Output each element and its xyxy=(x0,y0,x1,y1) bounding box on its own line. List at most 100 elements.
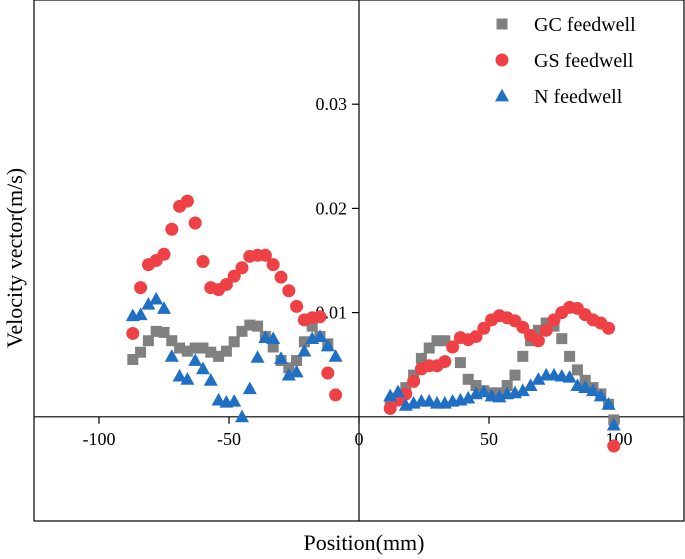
data-point xyxy=(454,357,466,369)
data-point xyxy=(423,342,435,354)
data-point xyxy=(228,336,240,348)
data-point xyxy=(601,397,616,410)
data-point xyxy=(531,334,545,348)
data-point xyxy=(297,343,312,357)
data-point xyxy=(220,345,232,357)
y-tick-label: 0.02 xyxy=(316,198,348,218)
data-point xyxy=(188,216,202,230)
data-point xyxy=(607,439,621,453)
data-point xyxy=(244,319,256,331)
data-point xyxy=(180,194,194,208)
data-point xyxy=(539,323,553,337)
data-point xyxy=(236,325,248,337)
data-point xyxy=(469,330,483,344)
data-point xyxy=(172,368,187,382)
series-2 xyxy=(125,291,621,431)
data-point xyxy=(197,342,209,354)
legend: GC feedwell GS feedwell N feedwell xyxy=(495,14,636,108)
data-point xyxy=(564,350,576,362)
data-point xyxy=(556,333,568,345)
data-point xyxy=(134,281,148,295)
data-point xyxy=(446,340,460,354)
x-tick-label: -50 xyxy=(217,429,241,449)
data-point xyxy=(462,373,474,385)
data-point xyxy=(461,390,476,404)
data-point xyxy=(211,392,226,406)
data-point xyxy=(313,329,327,342)
data-point xyxy=(235,409,249,423)
legend-label: GC feedwell xyxy=(534,14,636,36)
data-point xyxy=(570,378,585,391)
data-point xyxy=(266,258,280,272)
data-point xyxy=(258,248,272,262)
data-point xyxy=(290,299,304,313)
data-point xyxy=(562,370,577,383)
data-point xyxy=(517,350,529,362)
data-point xyxy=(407,374,421,388)
data-point xyxy=(602,321,616,335)
data-point xyxy=(470,380,482,392)
data-point xyxy=(157,301,171,314)
data-point xyxy=(579,374,591,386)
legend-marker xyxy=(495,53,509,67)
data-point xyxy=(383,401,397,415)
data-point xyxy=(501,380,513,392)
data-point xyxy=(127,353,139,365)
data-point xyxy=(149,291,164,305)
data-point xyxy=(509,369,521,381)
data-point xyxy=(391,384,405,398)
data-point xyxy=(205,346,217,358)
data-point xyxy=(328,349,343,362)
data-point xyxy=(242,381,257,395)
data-point xyxy=(267,341,279,353)
data-point xyxy=(181,345,193,357)
data-point xyxy=(219,277,233,291)
data-point xyxy=(313,310,327,324)
data-point xyxy=(438,355,452,369)
data-point xyxy=(133,307,148,321)
data-point xyxy=(126,326,140,340)
data-point xyxy=(157,247,171,261)
data-point xyxy=(516,320,530,334)
y-axis-title: Velocity vector(m/s) xyxy=(2,168,27,348)
data-point xyxy=(166,335,178,347)
data-point xyxy=(158,326,170,338)
data-point xyxy=(329,388,343,402)
data-point xyxy=(532,324,544,336)
x-tick-label: -100 xyxy=(83,429,116,449)
data-point xyxy=(283,362,295,374)
data-point xyxy=(540,317,552,329)
data-point xyxy=(523,378,538,391)
data-point xyxy=(174,342,186,354)
data-point xyxy=(320,338,335,352)
data-point xyxy=(196,255,210,269)
data-point xyxy=(586,383,600,397)
data-point xyxy=(415,352,427,364)
data-marks xyxy=(125,194,621,453)
data-point xyxy=(227,269,241,283)
data-point xyxy=(515,383,530,397)
data-point xyxy=(289,364,304,378)
data-point xyxy=(135,346,147,358)
data-point xyxy=(593,388,608,402)
data-point xyxy=(189,342,201,354)
data-point xyxy=(196,361,210,375)
data-point xyxy=(298,336,310,348)
data-point xyxy=(266,331,281,345)
data-point xyxy=(422,393,437,407)
data-point xyxy=(431,335,443,347)
x-axis-title: Position(mm) xyxy=(303,530,424,555)
legend-marker xyxy=(495,88,509,102)
data-point xyxy=(306,320,318,332)
data-point xyxy=(606,417,621,431)
data-point xyxy=(203,373,218,386)
data-point xyxy=(291,355,303,367)
data-point xyxy=(235,261,249,275)
data-point xyxy=(282,284,296,298)
y-tick-label: 0.03 xyxy=(316,94,348,114)
legend-marker xyxy=(496,18,508,30)
legend-label: N feedwell xyxy=(534,86,623,108)
data-point xyxy=(250,350,265,363)
